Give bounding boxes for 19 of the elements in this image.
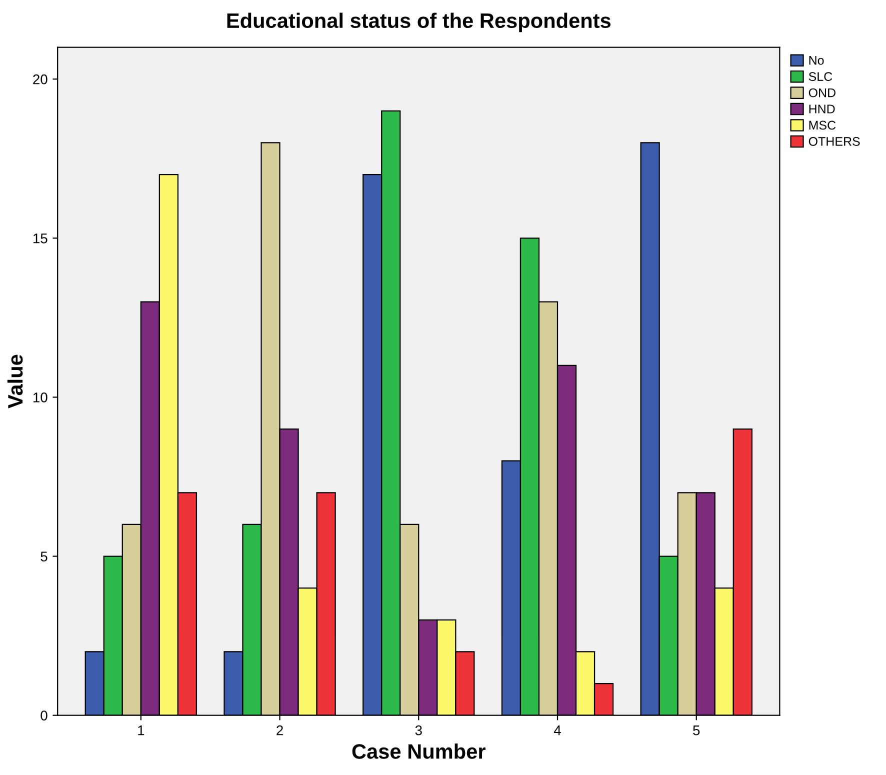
x-tick-label: 2: [276, 725, 283, 736]
y-tick-label: 10: [33, 392, 48, 402]
y-tick-label: 0: [40, 710, 48, 720]
legend-label: No: [809, 56, 824, 65]
y-tick-label: 20: [33, 74, 48, 84]
legend-label: OND: [808, 88, 836, 98]
x-tick-label: 4: [554, 726, 561, 736]
legend-label: SLC: [808, 72, 832, 81]
x-tick-label: 3: [415, 725, 422, 736]
x-tick-label: 5: [693, 726, 700, 736]
y-tick-label: 5: [40, 552, 48, 562]
chart-title: Educational status of the Respondents: [227, 12, 611, 32]
x-tick-label: 1: [138, 726, 144, 736]
y-tick-label: 15: [33, 234, 48, 244]
x-axis-title: Case Number: [352, 744, 486, 759]
legend-label: MSC: [809, 120, 836, 130]
legend-label: HND: [809, 104, 835, 114]
y-axis-title: Value: [7, 354, 23, 408]
legend-label: OTHERS: [808, 137, 860, 146]
